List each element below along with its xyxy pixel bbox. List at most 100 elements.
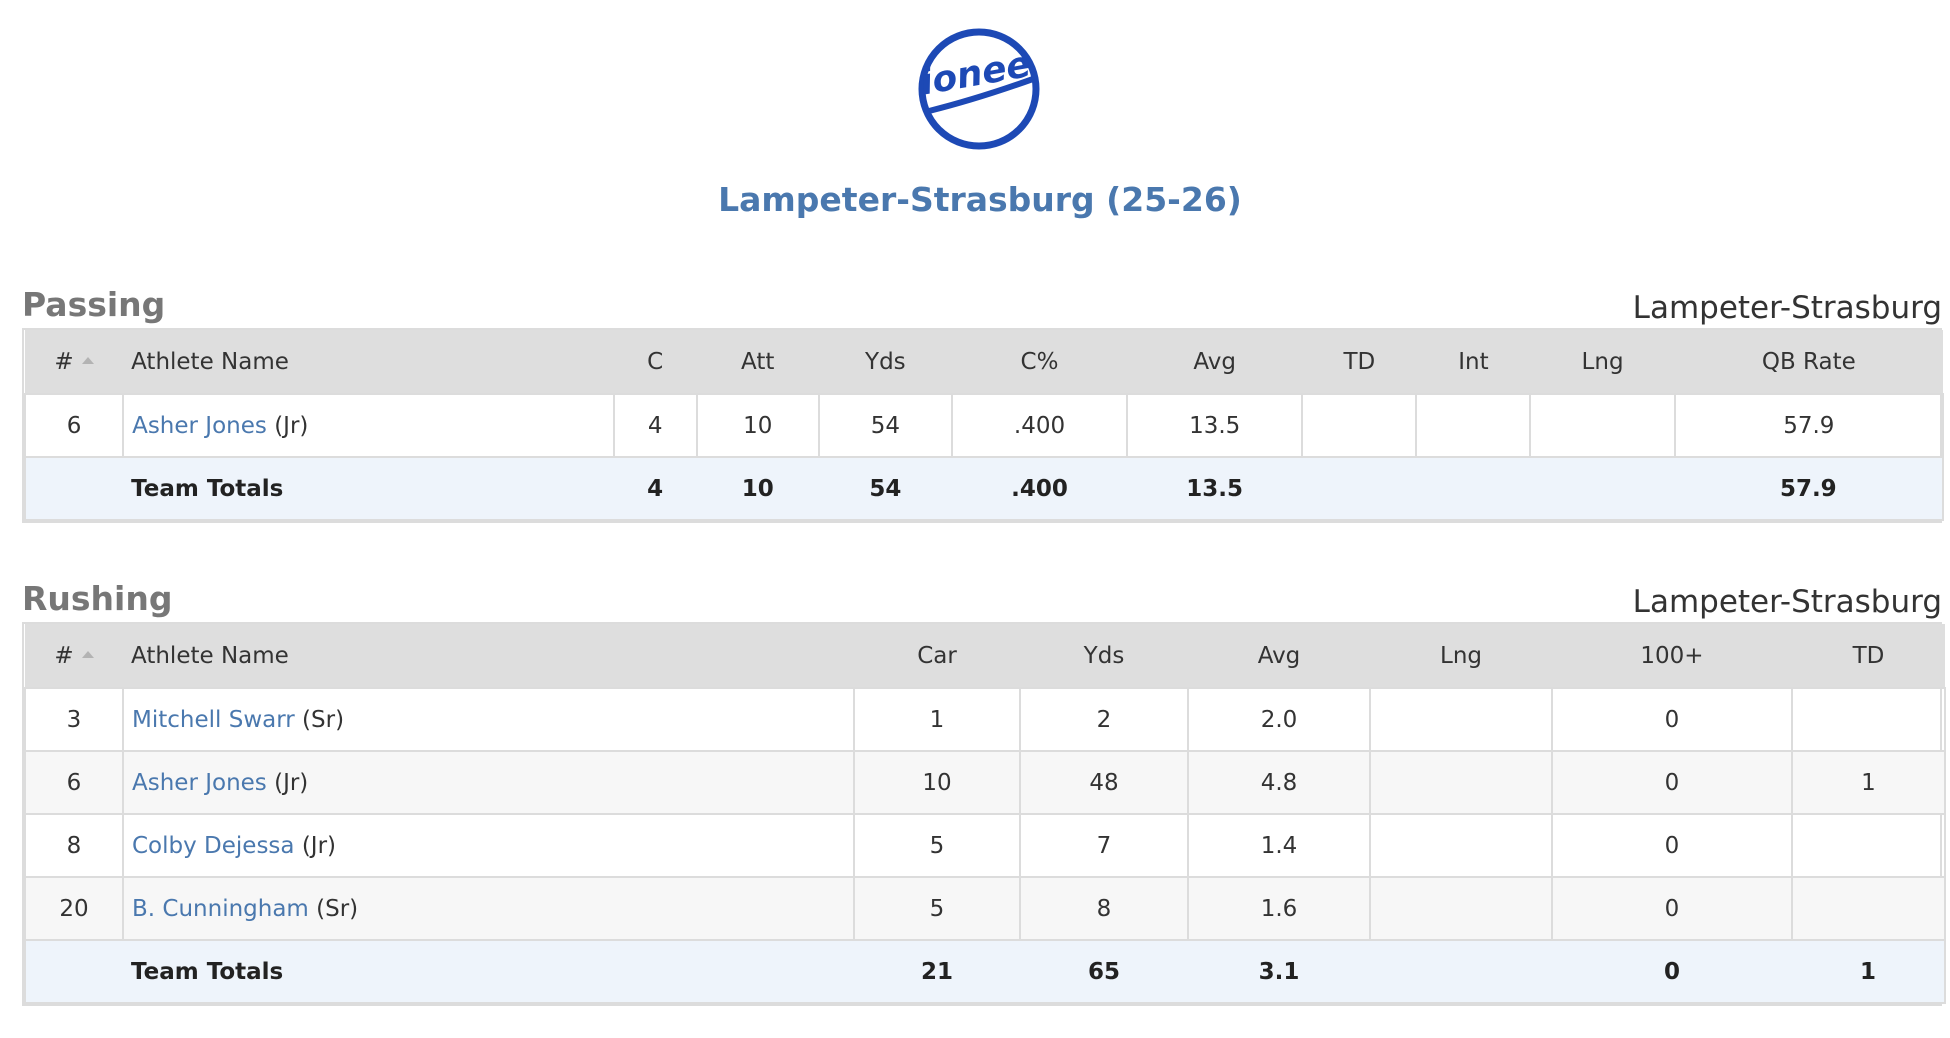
player-number: 8 [24, 813, 124, 878]
passing-header: Passing Lampeter-Strasburg [22, 278, 1942, 328]
totals-lng [1370, 939, 1552, 1004]
athlete-class: (Sr) [302, 706, 345, 733]
column-header-car[interactable]: Car [917, 642, 957, 669]
stat-td [1301, 393, 1418, 458]
athlete-name-cell: Mitchell Swarr (Sr) [122, 687, 855, 752]
athlete-link[interactable]: Mitchell Swarr [132, 706, 295, 733]
team-totals-row: Team Totals 21 65 3.1 0 1 [24, 939, 1946, 1004]
totals-label: Team Totals [123, 939, 854, 1004]
stat-100-plus: 0 [1551, 813, 1793, 878]
athlete-name-cell: B. Cunningham (Sr) [122, 876, 855, 941]
stat-td [1791, 876, 1946, 941]
player-number: 3 [24, 687, 124, 752]
column-header-qb-rate[interactable]: QB Rate [1761, 348, 1856, 375]
totals-100-plus: 0 [1552, 939, 1792, 1004]
totals-c-pct: .400 [951, 456, 1128, 521]
column-header-c-pct[interactable]: C% [1020, 348, 1059, 375]
passing-table-frame: # Athlete Name C Att Yds C% Avg TD Int L… [22, 328, 1945, 523]
table-row: 6 Asher Jones (Jr) 10 48 4.8 0 1 [24, 750, 1946, 815]
rushing-header: Rushing Lampeter-Strasburg [22, 572, 1942, 622]
column-header-yds[interactable]: Yds [1083, 642, 1125, 669]
stat-car: 5 [853, 876, 1021, 941]
totals-yds: 54 [818, 456, 952, 521]
column-header-athlete-name[interactable]: Athlete Name [131, 348, 289, 375]
stat-yds: 2 [1019, 687, 1189, 752]
stat-100-plus: 0 [1551, 876, 1793, 941]
totals-label: Team Totals [123, 456, 614, 521]
column-header-yds[interactable]: Yds [865, 348, 906, 375]
rushing-header-row: # Athlete Name Car Yds Avg Lng 100+ TD [25, 624, 1945, 688]
stat-td [1791, 687, 1946, 752]
totals-td [1302, 456, 1417, 521]
totals-avg: 13.5 [1127, 456, 1303, 521]
stat-car: 5 [853, 813, 1021, 878]
rushing-table: # Athlete Name Car Yds Avg Lng 100+ TD 3… [24, 624, 1946, 1004]
totals-number [23, 456, 124, 521]
stat-lng [1369, 750, 1553, 815]
column-header-number[interactable]: # [25, 330, 123, 394]
rushing-team-name: Lampeter-Strasburg [1632, 584, 1942, 620]
column-header-athlete-name[interactable]: Athlete Name [131, 642, 289, 669]
column-header-100-plus[interactable]: 100+ [1640, 642, 1704, 669]
stat-qb-rate: 57.9 [1673, 393, 1945, 458]
column-header-td[interactable]: TD [1852, 642, 1885, 669]
passing-section: Passing Lampeter-Strasburg # Athlete Nam… [22, 278, 1945, 523]
ionee-logo-icon: ionee [917, 28, 1040, 150]
stat-avg: 2.0 [1187, 687, 1371, 752]
sort-asc-icon[interactable] [81, 356, 94, 364]
athlete-class: (Jr) [274, 412, 309, 439]
athlete-link[interactable]: Colby Dejessa [132, 832, 295, 859]
totals-qb-rate: 57.9 [1674, 456, 1945, 521]
athlete-name-cell: Colby Dejessa (Jr) [122, 813, 855, 878]
totals-avg: 3.1 [1188, 939, 1370, 1004]
stat-yds: 8 [1019, 876, 1189, 941]
totals-yds: 65 [1020, 939, 1188, 1004]
rushing-section: Rushing Lampeter-Strasburg # Athlete Nam… [22, 572, 1946, 1006]
stat-car: 1 [853, 687, 1021, 752]
totals-td: 1 [1792, 939, 1946, 1004]
school-logo: ionee [917, 27, 1041, 151]
column-header-att[interactable]: Att [741, 348, 775, 375]
stat-c: 4 [612, 393, 698, 458]
column-header-number[interactable]: # [25, 624, 123, 688]
player-number: 6 [24, 750, 124, 815]
totals-number [24, 939, 123, 1004]
column-header-lng[interactable]: Lng [1581, 348, 1624, 375]
player-number: 20 [24, 876, 124, 941]
table-row: 8 Colby Dejessa (Jr) 5 7 1.4 0 [24, 813, 1946, 878]
stat-car: 10 [853, 750, 1021, 815]
passing-header-row: # Athlete Name C Att Yds C% Avg TD Int L… [25, 330, 1943, 394]
athlete-link[interactable]: Asher Jones [132, 769, 267, 796]
athlete-name-cell: Asher Jones (Jr) [122, 750, 855, 815]
stat-c-pct: .400 [950, 393, 1129, 458]
athlete-link[interactable]: B. Cunningham [132, 895, 309, 922]
stat-avg: 1.6 [1187, 876, 1371, 941]
totals-car: 21 [854, 939, 1020, 1004]
stat-lng [1529, 393, 1676, 458]
athlete-link[interactable]: Asher Jones [132, 412, 267, 439]
column-header-avg[interactable]: Avg [1193, 348, 1236, 375]
stat-avg: 1.4 [1187, 813, 1371, 878]
stat-lng [1369, 876, 1553, 941]
column-header-c[interactable]: C [647, 348, 664, 375]
stat-td [1791, 813, 1946, 878]
stat-int [1415, 393, 1532, 458]
stat-yds: 54 [817, 393, 953, 458]
column-header-td[interactable]: TD [1343, 348, 1376, 375]
table-row: 6 Asher Jones (Jr) 4 10 54 .400 13.5 57.… [23, 393, 1945, 458]
stat-100-plus: 0 [1551, 687, 1793, 752]
rushing-title: Rushing [22, 579, 173, 618]
team-title: Lampeter-Strasburg (25-26) [718, 180, 1242, 219]
sort-asc-icon[interactable] [81, 650, 94, 658]
stat-yds: 7 [1019, 813, 1189, 878]
column-header-avg[interactable]: Avg [1257, 642, 1301, 669]
column-header-lng[interactable]: Lng [1440, 642, 1482, 669]
athlete-class: (Jr) [274, 769, 309, 796]
stat-lng [1369, 687, 1553, 752]
totals-lng [1530, 456, 1675, 521]
stat-avg: 13.5 [1126, 393, 1304, 458]
column-header-int[interactable]: Int [1458, 348, 1489, 375]
athlete-name-cell: Asher Jones (Jr) [122, 393, 615, 458]
stat-100-plus: 0 [1551, 750, 1793, 815]
